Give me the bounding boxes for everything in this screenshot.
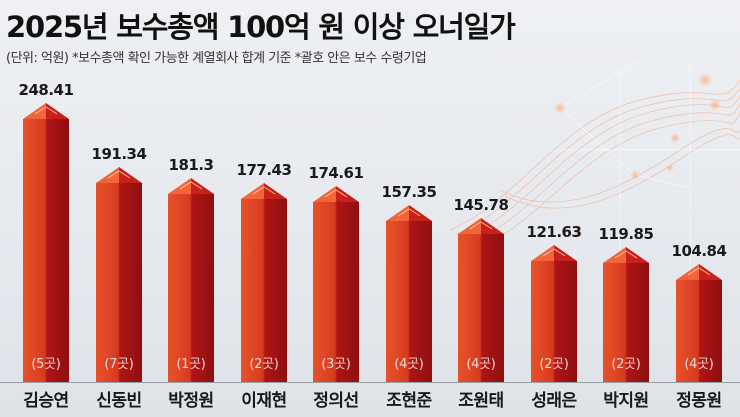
bar-body xyxy=(458,234,504,382)
x-axis-category-label: 박지원 xyxy=(603,391,649,411)
bar-body xyxy=(531,261,577,382)
chart-subtitle: (단위: 억원) *보수총액 확인 가능한 계열회사 합계 기준 *괄호 안은 … xyxy=(6,51,427,66)
chart-title: 2025년 보수총액 100억 원 이상 오너일가 xyxy=(6,10,516,44)
bar: (4곳) xyxy=(676,264,722,382)
bar-arrow-cap xyxy=(168,178,214,195)
x-axis-category-label: 이재현 xyxy=(241,391,287,411)
x-axis-category-label: 김승연 xyxy=(23,391,69,411)
company-count-label: (1곳) xyxy=(176,356,206,372)
bar: (1곳) xyxy=(168,178,214,382)
company-count-label: (4곳) xyxy=(684,356,714,372)
bar-arrow-cap xyxy=(603,247,649,264)
x-axis-category-label: 조원태 xyxy=(458,391,504,411)
bar-value-label: 145.78 xyxy=(453,196,509,215)
bar-arrow-cap xyxy=(386,205,432,222)
bar-body xyxy=(603,263,649,382)
bar: (4곳) xyxy=(386,205,432,382)
bar-arrow-cap xyxy=(313,185,359,202)
bar: (4곳) xyxy=(458,218,504,382)
company-count-label: (4곳) xyxy=(466,356,496,372)
company-count-label: (4곳) xyxy=(394,356,424,372)
bar-arrow-cap xyxy=(531,245,577,262)
bar-body xyxy=(676,280,722,382)
bar: (2곳) xyxy=(241,182,287,382)
bar-value-label: 121.63 xyxy=(526,223,582,242)
bar-body xyxy=(386,221,432,382)
bar-value-label: 157.35 xyxy=(381,183,437,202)
x-axis-category-label: 정의선 xyxy=(313,391,359,411)
bar-body xyxy=(23,119,69,382)
bar-arrow-cap xyxy=(458,218,504,235)
x-axis-category-label: 조현준 xyxy=(386,391,432,411)
x-axis-baseline xyxy=(0,382,740,383)
bar-value-label: 181.3 xyxy=(168,156,214,175)
company-count-label: (3곳) xyxy=(321,356,351,372)
x-axis-category-label: 정몽원 xyxy=(676,391,722,411)
bar-body xyxy=(96,183,142,382)
bar-body xyxy=(168,194,214,382)
bar-value-label: 119.85 xyxy=(598,225,654,244)
company-count-label: (2곳) xyxy=(611,356,641,372)
bar-value-label: 248.41 xyxy=(18,81,74,99)
bar: (5곳) xyxy=(23,103,69,382)
bar-arrow-cap xyxy=(96,167,142,184)
bar: (2곳) xyxy=(531,245,577,382)
bar-value-label: 104.84 xyxy=(671,242,727,261)
bar-body xyxy=(313,201,359,382)
x-axis-category-label: 성래은 xyxy=(531,391,577,411)
bar: (2곳) xyxy=(603,247,649,382)
company-count-label: (2곳) xyxy=(539,356,569,372)
bar: (3곳) xyxy=(313,185,359,382)
x-axis-category-label: 신동빈 xyxy=(96,391,142,411)
company-count-label: (5곳) xyxy=(31,357,61,372)
bar-arrow-cap xyxy=(241,182,287,199)
company-count-label: (7곳) xyxy=(104,356,134,372)
bar-arrow-cap xyxy=(23,103,69,119)
bar-arrow-cap xyxy=(676,264,722,281)
x-axis-category-label: 박정원 xyxy=(168,391,214,411)
bar-value-label: 174.61 xyxy=(308,163,364,182)
bar-value-label: 191.34 xyxy=(91,145,147,164)
bar-body xyxy=(241,198,287,382)
bar: (7곳) xyxy=(96,167,142,382)
company-count-label: (2곳) xyxy=(249,356,279,372)
bar-value-label: 177.43 xyxy=(236,160,292,179)
